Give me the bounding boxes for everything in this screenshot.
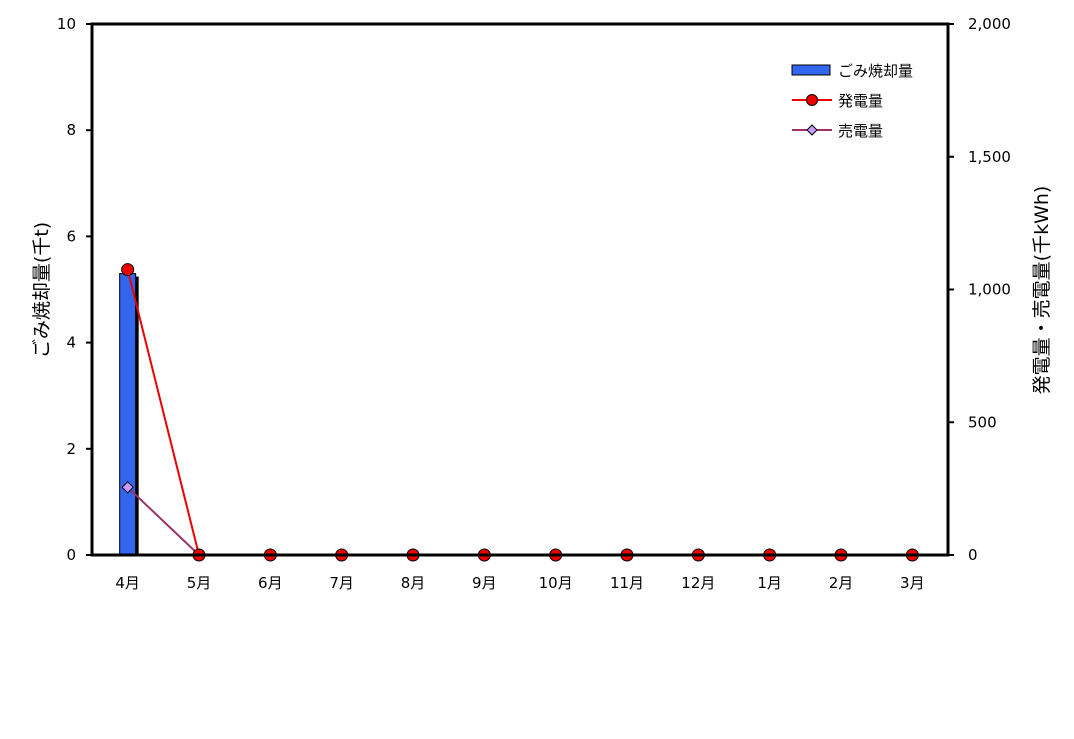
x-tick-label: 7月 — [329, 574, 354, 592]
bar — [119, 273, 137, 556]
y-tick-label: 0 — [66, 546, 76, 564]
x-tick-label: 11月 — [610, 574, 644, 592]
y2-tick-label: 1,500 — [968, 148, 1011, 166]
x-tick-label: 10月 — [539, 574, 573, 592]
x-tick-label: 8月 — [401, 574, 426, 592]
y-tick-label: 2 — [66, 440, 76, 458]
legend-marker — [806, 124, 818, 136]
x-tick-label: 2月 — [829, 574, 854, 592]
legend-label: ごみ焼却量 — [838, 62, 913, 80]
x-tick-label: 12月 — [681, 574, 715, 592]
legend-item: 発電量 — [792, 92, 883, 110]
y2-tick-label: 2,000 — [968, 15, 1011, 33]
legend-swatch — [791, 64, 831, 76]
x-tick-label: 1月 — [757, 574, 782, 592]
legend-label: 売電量 — [838, 122, 883, 140]
plot-frame — [90, 22, 950, 557]
legend-marker — [806, 94, 818, 106]
point — [121, 481, 134, 494]
x-tick-label: 4月 — [115, 574, 140, 592]
axes — [86, 23, 954, 557]
plot-area — [90, 22, 950, 557]
y-axis-title: ごみ焼却量(千t) — [31, 222, 53, 358]
y-tick-label: 8 — [66, 121, 76, 139]
point — [121, 263, 135, 277]
tick-labels: 0 2 4 6 8 10 0 500 1,000 1,500 2,000 4月 5月 6月 7月 8月 9月 10… — [57, 15, 1011, 592]
x-tick-label: 6月 — [258, 574, 283, 592]
y-tick-label: 6 — [66, 227, 76, 245]
y2-tick-label: 1,000 — [968, 281, 1011, 299]
x-tick-label: 9月 — [472, 574, 497, 592]
legend-item: 売電量 — [792, 122, 883, 140]
bars — [119, 273, 139, 556]
y-tick-label: 4 — [66, 334, 76, 352]
y2-axis-title: 発電量・売電量(千kWh) — [1031, 186, 1053, 395]
x-tick-label: 5月 — [187, 574, 212, 592]
y2-tick-label: 500 — [968, 413, 997, 431]
legend-item: ごみ焼却量 — [791, 62, 913, 80]
y2-tick-label: 0 — [968, 546, 978, 564]
y-tick-label: 10 — [57, 15, 76, 33]
legend-label: 発電量 — [838, 92, 883, 110]
x-tick-label: 3月 — [900, 574, 925, 592]
